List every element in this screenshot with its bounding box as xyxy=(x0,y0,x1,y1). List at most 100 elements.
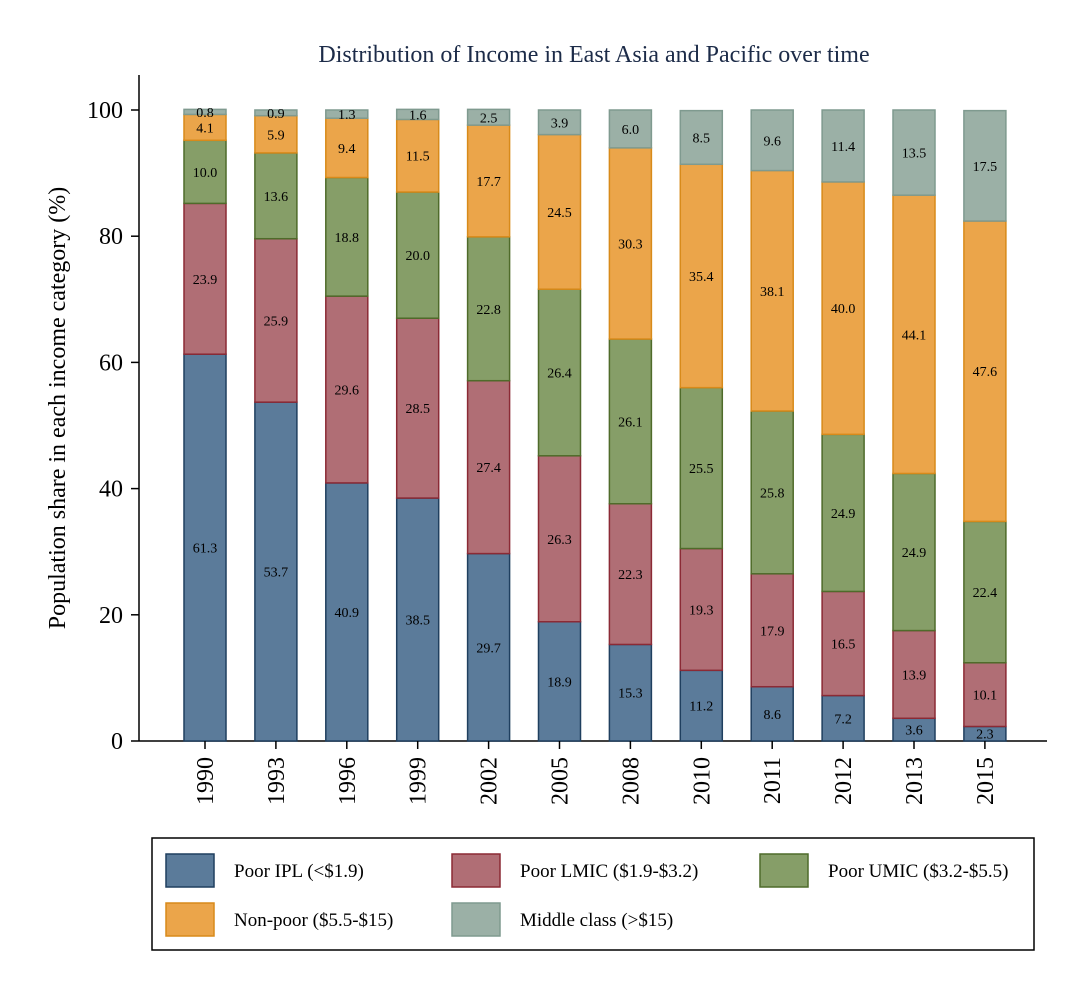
bar-segment xyxy=(679,163,724,389)
data-label: 25.9 xyxy=(264,314,289,329)
data-label: 61.3 xyxy=(193,542,218,557)
legend-box xyxy=(151,837,1035,951)
data-label: 26.3 xyxy=(547,533,572,548)
data-label: 6.0 xyxy=(622,123,640,138)
data-label: 29.6 xyxy=(335,384,360,399)
data-label: 19.3 xyxy=(689,603,714,618)
y-axis-label: Population share in each income category… xyxy=(45,187,71,630)
bar-segment xyxy=(963,109,1007,222)
data-label: 11.2 xyxy=(689,700,713,715)
bar-segment xyxy=(892,194,936,475)
data-label: 17.5 xyxy=(973,160,998,175)
data-label: 13.5 xyxy=(902,147,927,162)
data-label: 4.1 xyxy=(196,121,214,136)
data-label: 24.5 xyxy=(547,206,572,221)
bar-segment xyxy=(821,590,865,697)
data-label: 10.0 xyxy=(193,166,218,181)
bar-segment xyxy=(679,109,724,166)
bar-segment xyxy=(608,109,653,149)
x-tick-label: 2011 xyxy=(760,757,786,804)
data-label: 40.9 xyxy=(335,606,360,621)
legend: Poor IPL (<$1.9) Poor LMIC ($1.9-$3.2) Poo… xyxy=(165,853,1009,937)
y-tick-label: 0 xyxy=(111,729,123,755)
data-label: 9.6 xyxy=(763,134,781,149)
legend-label: Poor UMIC ($3.2-$5.5) xyxy=(828,861,1009,882)
data-label: 35.4 xyxy=(689,270,714,285)
data-label: 23.9 xyxy=(193,273,218,288)
legend-label: Middle class (>$15) xyxy=(520,910,673,931)
data-label: 13.6 xyxy=(264,190,289,205)
bar-segment xyxy=(254,401,298,742)
data-label: 3.9 xyxy=(551,116,569,131)
legend-label: Poor LMIC ($1.9-$3.2) xyxy=(520,861,698,882)
data-label: 38.1 xyxy=(760,285,785,300)
bar-segment xyxy=(183,202,227,355)
legend-swatch xyxy=(759,853,809,888)
x-tick-label: 1999 xyxy=(406,757,432,805)
x-tick-label: 2002 xyxy=(477,757,503,805)
data-label: 25.8 xyxy=(760,486,785,501)
bar-segment xyxy=(254,109,298,117)
data-label: 0.9 xyxy=(267,107,285,122)
data-label: 17.7 xyxy=(476,175,501,190)
legend-swatch xyxy=(165,902,215,937)
data-label: 5.9 xyxy=(267,128,285,143)
bar-segment xyxy=(821,433,865,593)
bar-segment xyxy=(679,386,724,550)
data-label: 8.6 xyxy=(763,708,781,723)
bar-segment xyxy=(537,620,582,742)
bar-segment xyxy=(892,109,936,196)
x-tick-label: 1996 xyxy=(335,757,361,805)
data-label: 10.1 xyxy=(973,689,998,704)
data-label: 17.9 xyxy=(760,624,785,639)
bar-segment xyxy=(325,295,369,484)
data-label: 15.3 xyxy=(618,687,643,702)
bar-segment xyxy=(325,117,369,179)
bar-segment xyxy=(395,108,440,121)
data-label: 24.9 xyxy=(902,546,927,561)
data-label: 11.5 xyxy=(406,150,430,165)
bar-segment xyxy=(183,353,227,742)
y-ticks: 0 20 40 60 80 100 xyxy=(87,98,139,755)
data-label: 24.9 xyxy=(831,507,856,522)
data-label: 22.4 xyxy=(973,586,998,601)
data-label: 20.0 xyxy=(405,249,430,264)
y-tick-label: 100 xyxy=(87,98,123,124)
bar-segment xyxy=(395,191,440,319)
bar-segment xyxy=(679,547,724,672)
data-label: 30.3 xyxy=(618,237,643,252)
data-label: 8.5 xyxy=(693,131,711,146)
bar-segment xyxy=(325,482,369,742)
bar-segment xyxy=(254,152,298,240)
data-label: 38.5 xyxy=(405,614,430,629)
y-tick-label: 80 xyxy=(99,224,123,250)
y-tick-label: 40 xyxy=(99,477,123,503)
bar-segment xyxy=(750,573,794,688)
data-label: 27.4 xyxy=(476,461,501,476)
data-label: 18.9 xyxy=(547,675,572,690)
x-tick-label: 2008 xyxy=(618,757,644,805)
data-label: 3.6 xyxy=(905,724,923,739)
legend-label: Poor IPL (<$1.9) xyxy=(234,861,364,882)
data-label: 13.9 xyxy=(902,668,927,683)
data-label: 18.8 xyxy=(335,231,360,246)
data-label: 0.8 xyxy=(196,106,214,121)
data-label: 1.6 xyxy=(409,108,427,123)
data-label: 29.7 xyxy=(476,641,501,656)
bar-segment xyxy=(892,629,936,720)
bar-segment xyxy=(325,109,369,119)
x-tick-label: 2012 xyxy=(831,757,857,805)
bar-segment xyxy=(963,220,1007,523)
x-tick-label: 2005 xyxy=(548,757,574,805)
bar-segment xyxy=(892,472,936,632)
x-tick-label: 2010 xyxy=(689,757,715,805)
bar-segment xyxy=(466,108,511,126)
data-label: 22.3 xyxy=(618,568,643,583)
x-tick-label: 1990 xyxy=(193,757,219,805)
data-label: 16.5 xyxy=(831,638,856,653)
data-label: 7.2 xyxy=(834,712,852,727)
x-ticks: 1990 1993 1996 1999 2002 2005 2008 2010 2011 2012… xyxy=(193,741,999,805)
legend-label: Non-poor ($5.5-$15) xyxy=(234,910,393,931)
data-label: 44.1 xyxy=(902,328,927,343)
